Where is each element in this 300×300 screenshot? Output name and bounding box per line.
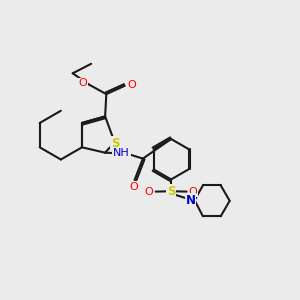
Text: O: O xyxy=(145,187,154,196)
Text: O: O xyxy=(189,187,197,196)
Text: O: O xyxy=(129,182,138,192)
Text: S: S xyxy=(167,185,176,198)
Text: S: S xyxy=(111,137,119,150)
Text: O: O xyxy=(127,80,136,90)
Text: N: N xyxy=(185,194,195,207)
Text: O: O xyxy=(78,78,87,88)
Text: NH: NH xyxy=(113,148,130,158)
